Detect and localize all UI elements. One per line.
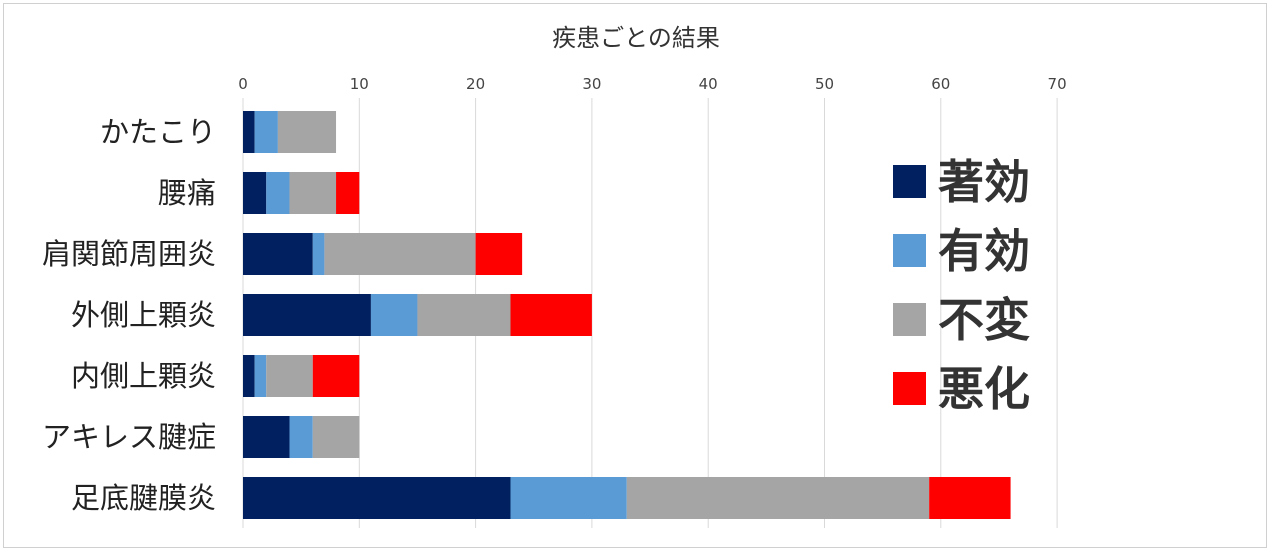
bar-segment-3 (312, 355, 360, 397)
bar-segment-0 (243, 294, 371, 336)
category-label: 足底腱膜炎 (71, 481, 216, 515)
bar-segment-3 (929, 477, 1011, 519)
x-tick-label: 10 (350, 75, 369, 93)
category-label: 腰痛 (158, 176, 216, 210)
x-tick-label: 50 (815, 75, 834, 93)
bar-segment-1 (254, 355, 267, 397)
bar-segment-0 (243, 233, 313, 275)
legend-label: 不変 (938, 293, 1030, 347)
bar-segment-1 (370, 294, 418, 336)
category-label: かたこり (100, 115, 216, 149)
bar-segment-2 (324, 233, 476, 275)
legend-label: 有効 (938, 224, 1030, 278)
legend-swatch (893, 234, 926, 267)
bar-segment-1 (312, 233, 325, 275)
bar-segment-2 (626, 477, 930, 519)
x-tick-label: 70 (1048, 75, 1067, 93)
bar-segment-1 (510, 477, 627, 519)
bars (243, 111, 1011, 519)
bar-segment-1 (289, 416, 313, 458)
x-tick-label: 30 (582, 75, 601, 93)
bar-segment-3 (336, 172, 360, 214)
legend-swatch (893, 303, 926, 336)
bar-segment-1 (254, 111, 278, 153)
x-tick-label: 0 (238, 75, 248, 93)
x-axis-ticks: 0 10 20 30 40 50 60 70 (238, 75, 1066, 93)
category-label: 内側上顆炎 (71, 359, 216, 393)
legend-swatch (893, 372, 926, 405)
x-tick-label: 60 (931, 75, 950, 93)
x-tick-label: 40 (699, 75, 718, 93)
category-label: アキレス腱症 (42, 420, 216, 454)
bar-segment-2 (277, 111, 337, 153)
category-label: 肩関節周囲炎 (42, 237, 216, 271)
bar-segment-0 (243, 477, 511, 519)
bar-segment-2 (312, 416, 360, 458)
bar-segment-0 (243, 172, 267, 214)
bar-segment-2 (417, 294, 511, 336)
legend-label: 悪化 (938, 362, 1030, 416)
legend-label: 著効 (938, 155, 1030, 209)
x-tick-label: 20 (466, 75, 485, 93)
bar-segment-1 (266, 172, 290, 214)
bar-segment-2 (266, 355, 313, 397)
bar-segment-2 (289, 172, 337, 214)
category-label: 外側上顆炎 (71, 298, 216, 332)
chart-frame (3, 3, 1267, 548)
bar-segment-3 (475, 233, 523, 275)
bar-segment-0 (243, 111, 255, 153)
bar-segment-0 (243, 355, 255, 397)
bar-segment-0 (243, 416, 290, 458)
bar-segment-3 (510, 294, 592, 336)
chart-title: 疾患ごとの結果 (552, 24, 720, 52)
legend-swatch (893, 165, 926, 198)
